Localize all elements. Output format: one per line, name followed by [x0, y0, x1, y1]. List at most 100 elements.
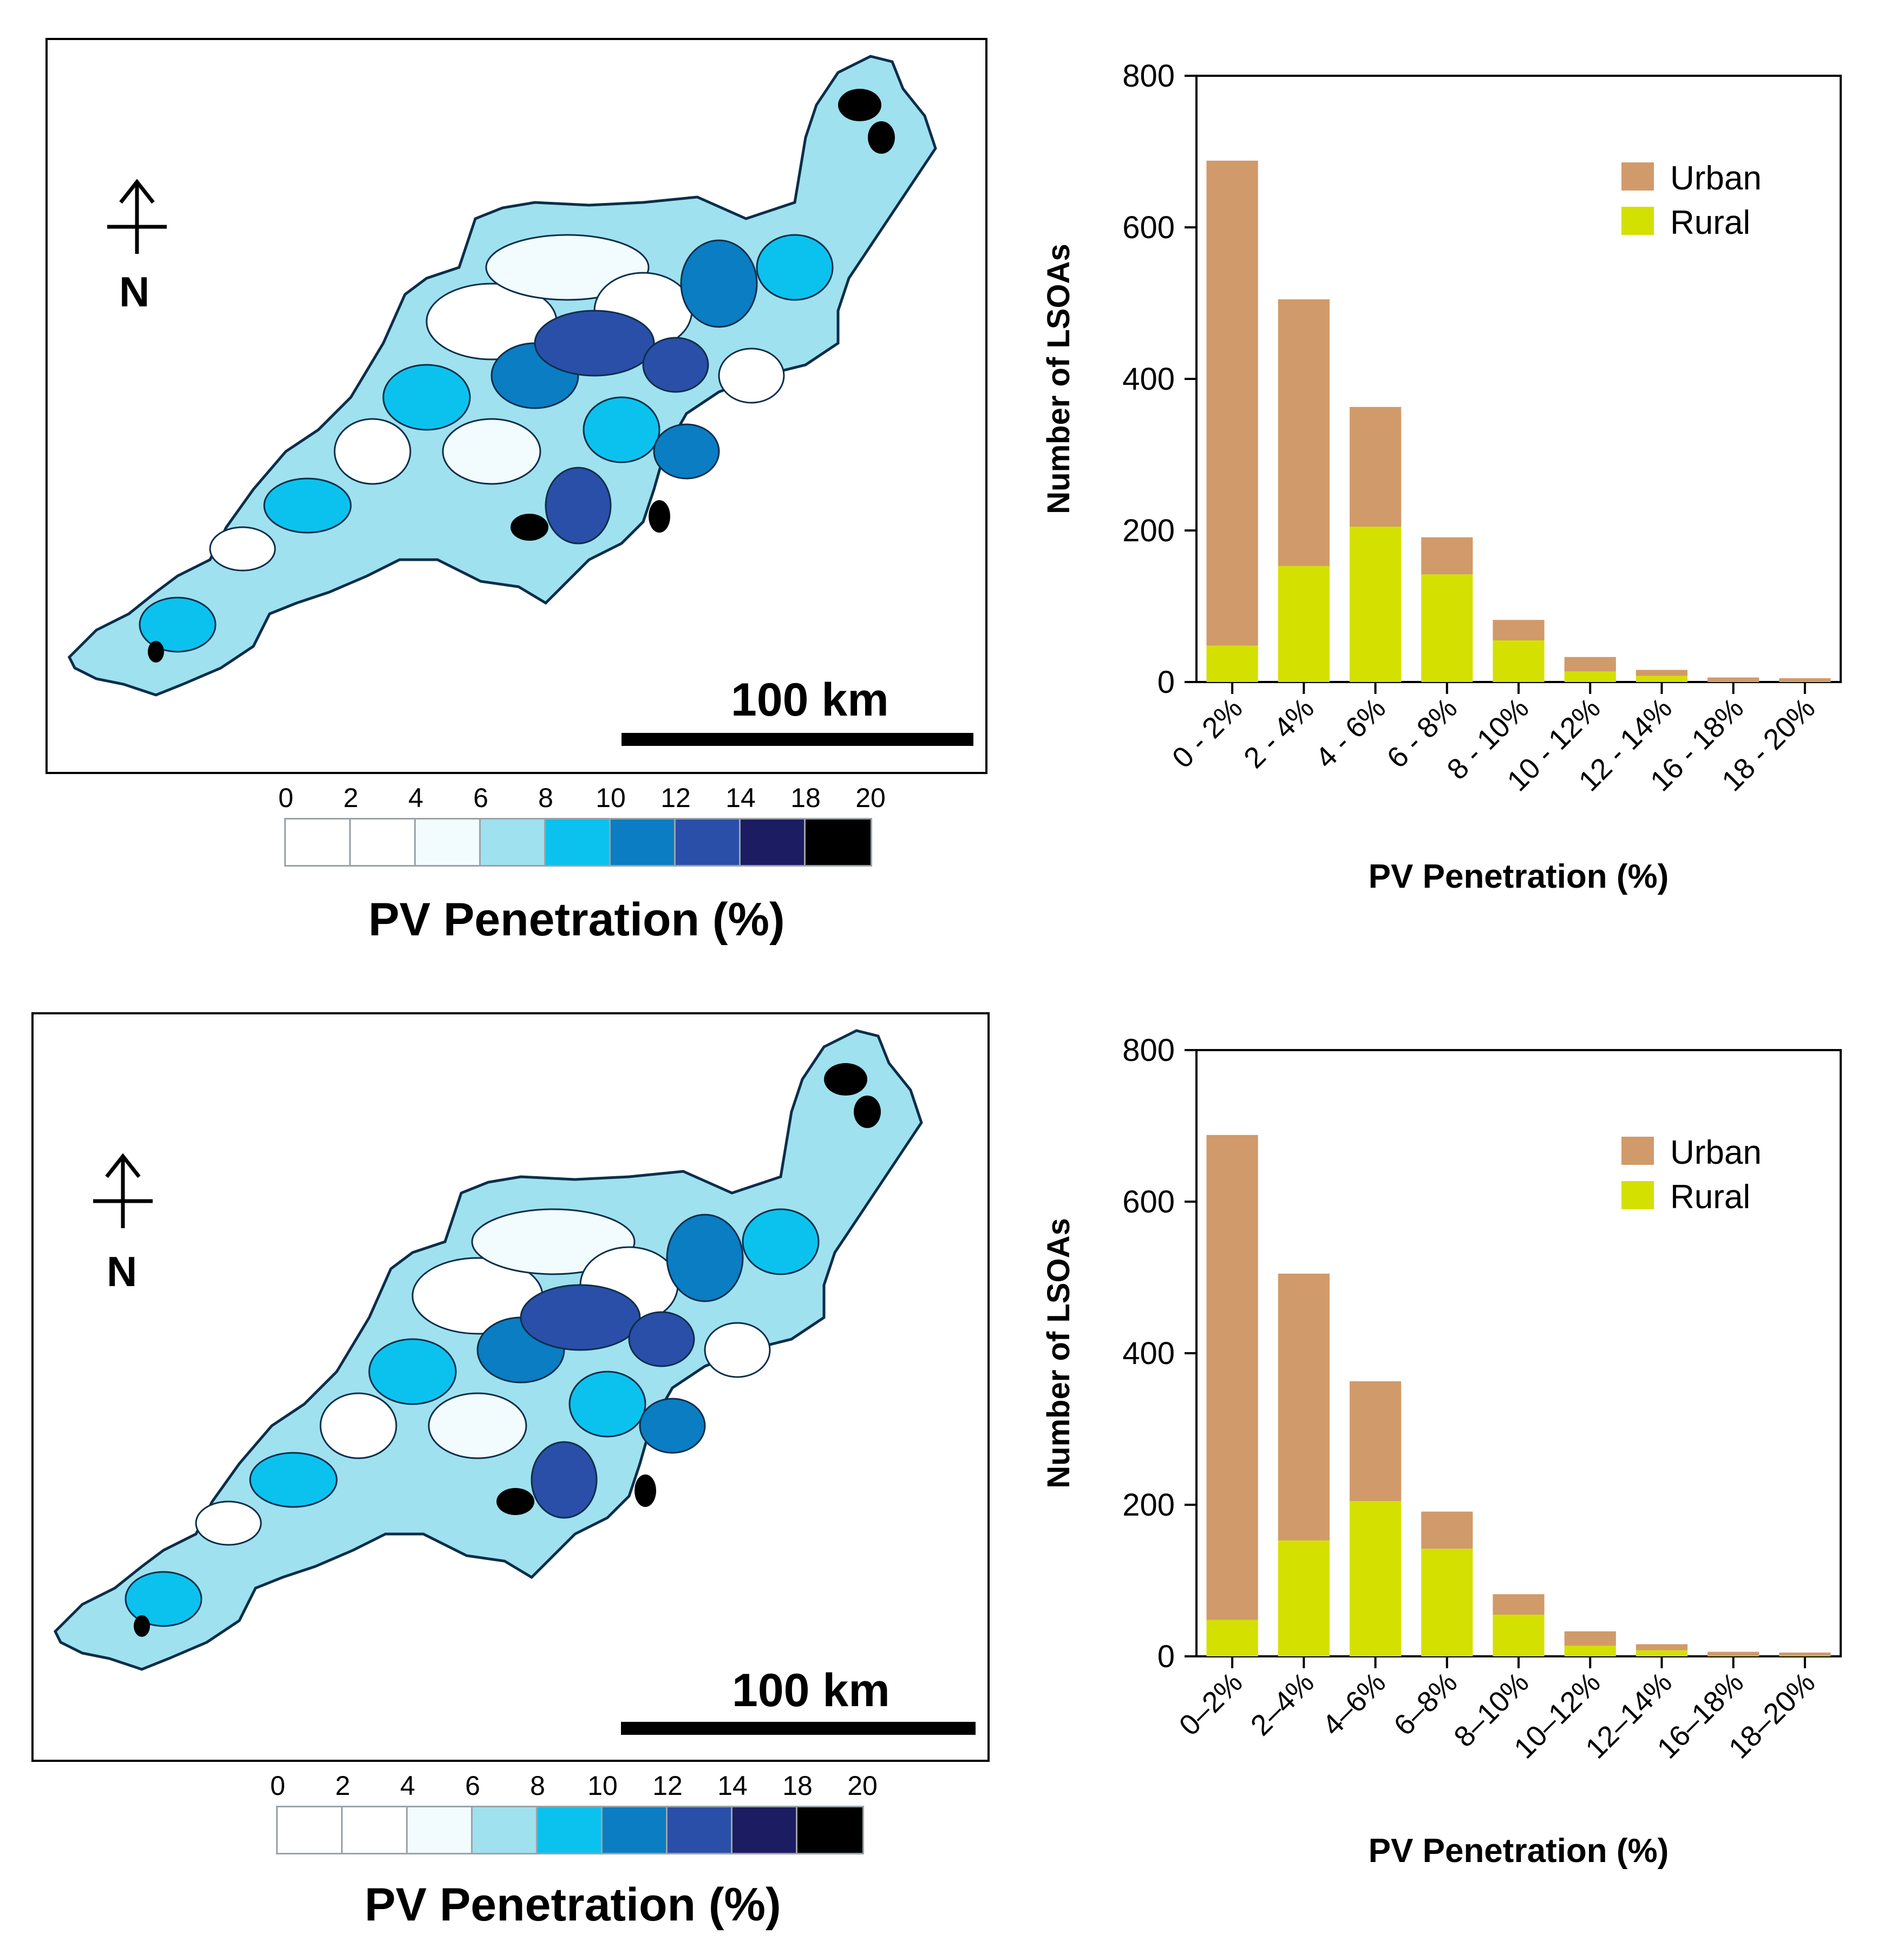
- legend-tick-label: 8: [538, 783, 553, 813]
- bar-urban: [1493, 620, 1545, 640]
- region-area: [125, 1571, 202, 1627]
- legend-tick-label: 12: [652, 1771, 683, 1801]
- bar-rural: [1206, 645, 1258, 682]
- bar-rural: [1278, 566, 1330, 682]
- bar-urban: [1278, 1274, 1330, 1541]
- region-area: [718, 348, 785, 404]
- bar-urban: [1206, 160, 1258, 646]
- urban-area: [134, 1615, 150, 1637]
- bar-urban: [1206, 1135, 1258, 1620]
- bar-urban: [1349, 1381, 1402, 1501]
- bar-urban: [1349, 407, 1402, 527]
- legend-label-urban: Urban: [1670, 1134, 1762, 1171]
- x-tick-label: 2 - 4%: [1238, 692, 1320, 775]
- y-tick-label: 600: [1122, 210, 1175, 245]
- region-map-top: [67, 55, 937, 697]
- legend-swatch-rural: [1621, 1181, 1654, 1209]
- legend-swatch: [473, 1807, 538, 1853]
- region-area: [639, 1398, 706, 1454]
- bar-rural: [1206, 1620, 1258, 1656]
- region-area: [742, 1208, 820, 1275]
- region-area: [263, 477, 352, 534]
- bar-urban: [1564, 1631, 1616, 1646]
- region-area: [568, 1371, 646, 1438]
- map-panel-bottom: N 100 km: [31, 1012, 990, 1762]
- bar-urban: [1636, 1644, 1688, 1650]
- legend-tick-label: 4: [400, 1771, 415, 1801]
- region-area: [139, 596, 217, 653]
- region-area: [756, 234, 834, 301]
- legend-swatch-urban: [1621, 162, 1654, 191]
- legend-tick-label: 10: [596, 783, 626, 813]
- bar-urban: [1779, 1653, 1831, 1656]
- urban-area: [148, 641, 164, 663]
- color-legend-bottom: 0 2 4 6 8 10 12 14 18 20: [270, 1770, 878, 1865]
- region-area: [195, 1500, 262, 1546]
- legend-tick-label: 14: [725, 783, 756, 813]
- bar-rural: [1349, 527, 1402, 682]
- x-tick-label: 4–6%: [1316, 1666, 1392, 1742]
- bar-urban: [1493, 1594, 1545, 1615]
- legend-swatch: [278, 1807, 343, 1853]
- bar-rural: [1421, 1549, 1473, 1656]
- region-area: [628, 1311, 695, 1367]
- y-tick-label: 200: [1122, 513, 1175, 548]
- legend-title: PV Penetration (%): [368, 894, 785, 946]
- legend-swatch: [668, 1807, 732, 1853]
- legend-swatch-urban: [1621, 1137, 1654, 1165]
- bar-rural: [1493, 640, 1545, 682]
- legend-swatch: [481, 820, 546, 865]
- legend-swatch: [343, 1807, 408, 1853]
- legend-tick-label: 18: [782, 1771, 813, 1801]
- legend-tick-label: 2: [335, 1771, 350, 1801]
- legend-label-urban: Urban: [1670, 160, 1762, 197]
- urban-area: [496, 1488, 534, 1515]
- region-area: [333, 418, 411, 485]
- color-legend-top: 0 2 4 6 8 10 12 14 18 20: [278, 782, 886, 877]
- legend-tick-label: 6: [465, 1771, 480, 1801]
- legend-swatch: [741, 820, 806, 865]
- legend-tick-label: 0: [270, 1771, 285, 1801]
- y-tick-label: 0: [1157, 665, 1175, 700]
- legend-swatch: [806, 820, 871, 865]
- legend-swatch: [676, 820, 741, 865]
- legend-swatch-rural: [1621, 207, 1654, 235]
- legend-tick-label: 8: [530, 1771, 545, 1801]
- urban-area: [511, 514, 548, 541]
- y-tick-label: 600: [1122, 1184, 1175, 1220]
- region-area: [653, 423, 720, 480]
- region-area: [680, 239, 758, 328]
- legend-label-rural: Rural: [1670, 1178, 1750, 1216]
- region-map-bottom: [53, 1029, 923, 1671]
- x-axis-label: PV Penetration (%): [1369, 1832, 1669, 1870]
- region-area: [442, 418, 541, 485]
- y-tick-label: 800: [1122, 1033, 1175, 1068]
- bar-urban: [1564, 657, 1616, 672]
- bar-urban: [1421, 1511, 1473, 1549]
- region-area: [209, 526, 276, 572]
- north-label: N: [119, 268, 150, 316]
- scale-bar: [621, 1722, 976, 1735]
- legend-swatch: [611, 820, 676, 865]
- legend-swatch: [797, 1807, 862, 1853]
- legend-tick-label: 4: [408, 783, 423, 813]
- region-area: [704, 1322, 771, 1378]
- bar-rural: [1278, 1540, 1330, 1656]
- legend-swatch: [546, 820, 611, 865]
- region-area: [531, 1441, 598, 1519]
- north-arrow-icon: [93, 1153, 153, 1228]
- legend-swatch: [732, 1807, 797, 1853]
- legend-tick-label: 14: [717, 1771, 748, 1801]
- legend-swatch: [408, 1807, 473, 1853]
- urban-area: [634, 1474, 656, 1507]
- y-tick-label: 0: [1157, 1639, 1175, 1674]
- bar-urban: [1636, 670, 1688, 676]
- bar-urban: [1708, 1651, 1759, 1656]
- bar-rural: [1779, 681, 1831, 682]
- map-panel-top: N 100 km: [45, 38, 987, 774]
- bar-chart-top: 0 200 400 600 800 Number of LSOAs 0 - 2%2 - 4%…: [1041, 58, 1842, 895]
- legend-swatches: [276, 1806, 864, 1854]
- region-area: [534, 310, 655, 377]
- legend-ticks: 0 2 4 6 8 10 12 14 18 20: [270, 1770, 878, 1802]
- urban-area: [824, 1063, 867, 1096]
